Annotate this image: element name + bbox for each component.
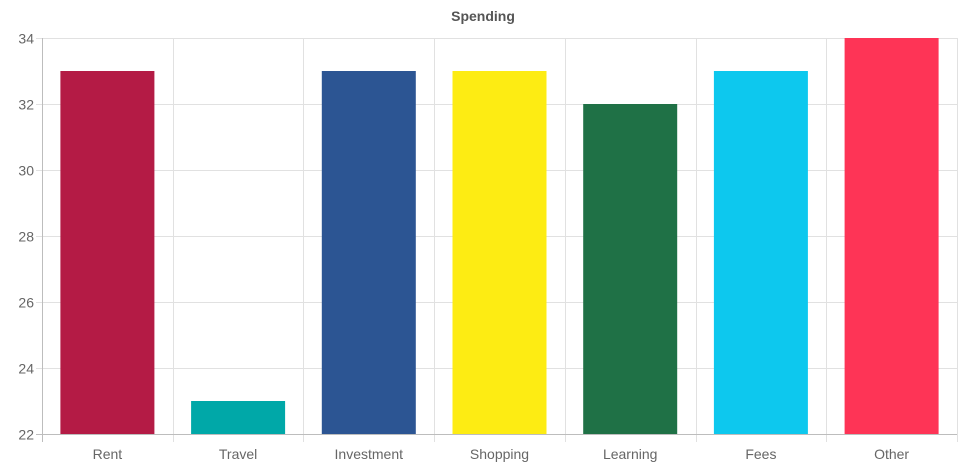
bar-rent[interactable]	[60, 71, 155, 434]
y-tick-label: 24	[18, 361, 34, 377]
bar-investment[interactable]	[321, 71, 416, 434]
y-tick-label: 32	[18, 97, 34, 113]
y-axis-ticks: 22 24 26 28 30 32 34	[18, 31, 34, 443]
bar-learning[interactable]	[583, 104, 678, 434]
x-tick-label: Other	[874, 446, 909, 462]
y-tick-label: 34	[18, 31, 34, 47]
x-tick-label: Investment	[335, 446, 404, 462]
bar-other[interactable]	[844, 38, 939, 434]
x-tick-label: Fees	[745, 446, 776, 462]
x-tick-label: Travel	[219, 446, 257, 462]
bars	[60, 38, 939, 434]
y-tick-label: 26	[18, 295, 34, 311]
bar-shopping[interactable]	[452, 71, 547, 434]
bar-travel[interactable]	[191, 401, 286, 434]
x-tick-label: Shopping	[470, 446, 529, 462]
axes	[36, 38, 957, 442]
y-tick-label: 28	[18, 229, 34, 245]
x-tick-label: Learning	[603, 446, 658, 462]
bar-fees[interactable]	[713, 71, 808, 434]
y-tick-label: 22	[18, 427, 34, 443]
x-axis-ticks: Rent Travel Investment Shopping Learning Fees…	[93, 446, 910, 462]
x-tick-label: Rent	[93, 446, 123, 462]
chart-title: Spending	[451, 8, 515, 24]
y-tick-label: 30	[18, 163, 34, 179]
